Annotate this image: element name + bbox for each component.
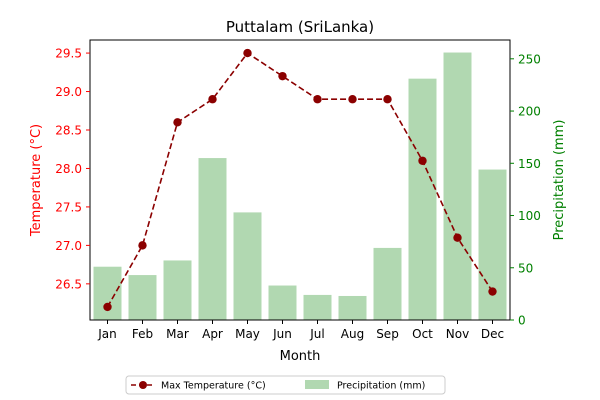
x-tick-label-sep: Sep (376, 327, 399, 341)
x-tick-label-apr: Apr (202, 327, 223, 341)
y-right-tick-label: 100 (518, 209, 541, 223)
y-left-tick-label: 29.0 (55, 85, 82, 99)
y-right-tick-label: 200 (518, 105, 541, 119)
x-tick-label-nov: Nov (446, 327, 469, 341)
x-tick-label-jun: Jun (272, 327, 292, 341)
y-left-tick-label: 26.5 (55, 277, 82, 291)
legend-temp-marker (139, 381, 147, 389)
y-left-tick-label: 28.0 (55, 162, 82, 176)
point-temp-apr (208, 95, 217, 104)
legend-frame (125, 375, 446, 395)
legend-temp-label: Max Temperature (°C) (161, 381, 266, 392)
point-temp-may (243, 48, 252, 58)
x-tick-label-aug: Aug (341, 327, 364, 341)
x-tick-label-mar: Mar (166, 327, 189, 341)
bar-precip-apr (198, 158, 227, 320)
x-tick-label-jan: Jan (97, 327, 117, 341)
bar-precip-jun (268, 285, 297, 320)
bar-precip-jul (303, 294, 332, 320)
bar-precip-aug (338, 295, 367, 320)
y-left-tick-label: 29.5 (55, 47, 82, 61)
bar-precip-mar (163, 260, 192, 320)
line-temperature (106, 51, 494, 308)
x-tick-label-jul: Jul (309, 327, 324, 341)
bar-precip-sep (373, 247, 402, 320)
point-temp-sep (383, 95, 392, 104)
bar-precip-feb (128, 275, 157, 320)
bar-precip-may (233, 212, 262, 320)
point-temp-mar (173, 118, 182, 127)
bar-precip-dec (478, 169, 507, 320)
point-temp-jan (103, 302, 112, 312)
plot-frame (89, 39, 511, 321)
y-right-tick-label: 150 (518, 157, 541, 171)
y-right-tick-label: 250 (518, 52, 541, 66)
y-left-axis-label: Temperature (°C) (29, 124, 44, 237)
y-left-tick-label: 28.5 (55, 124, 82, 138)
point-temp-nov (453, 233, 462, 242)
x-tick-label-feb: Feb (132, 327, 153, 341)
legend: Max Temperature (°C) Precipitation (mm) (125, 375, 446, 395)
legend-precip-swatch (305, 380, 329, 389)
x-tick-label-may: May (235, 327, 260, 341)
legend-precip-label: Precipitation (mm) (337, 381, 425, 392)
bar-precip-jan (93, 266, 122, 320)
y-right-tick-label: 0 (518, 314, 526, 328)
x-tick-label-dec: Dec (481, 327, 504, 341)
point-temp-aug (348, 95, 357, 104)
y-left-tick-label: 27.0 (55, 239, 82, 253)
bar-precip-nov (443, 52, 472, 320)
y-left-tick-label: 27.5 (55, 200, 82, 214)
point-temp-jul (313, 95, 322, 104)
point-temp-feb (138, 241, 147, 250)
point-temp-jun (278, 71, 287, 81)
chart-title: Puttalam (SriLanka) (226, 18, 374, 36)
point-temp-oct (418, 156, 427, 165)
y-right-tick-label: 50 (518, 261, 533, 275)
bar-precip-oct (408, 78, 437, 321)
x-tick-label-oct: Oct (412, 327, 433, 341)
point-temp-dec (488, 287, 497, 296)
y-right-axis-label: Precipitation (mm) (552, 120, 567, 241)
x-axis-label: Month (280, 349, 321, 364)
